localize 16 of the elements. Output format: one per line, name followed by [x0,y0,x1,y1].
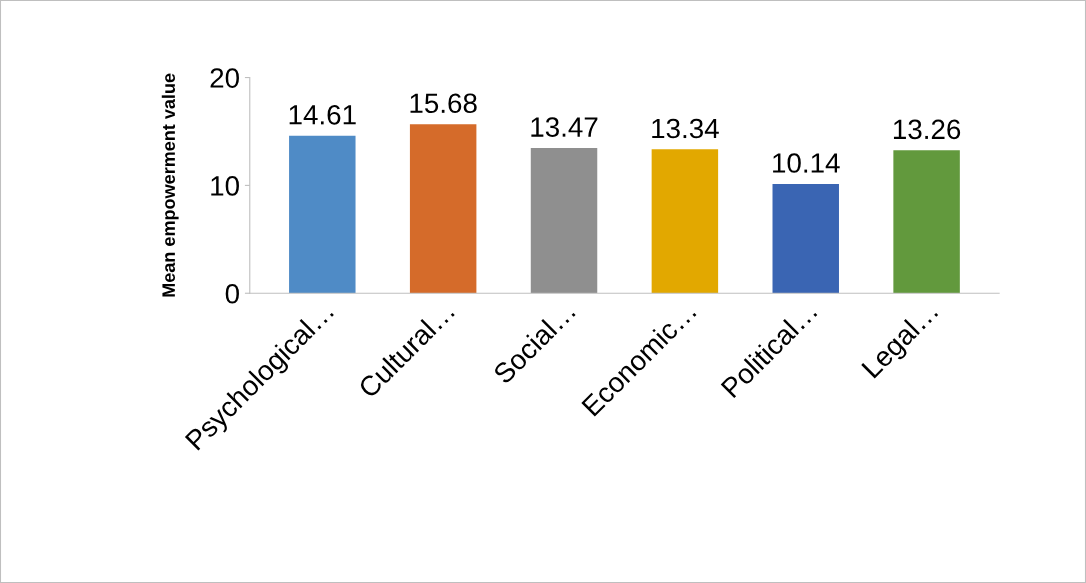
data-label: 14.61 [289,104,356,125]
data-label: 13.34 [652,118,719,139]
bar [651,149,719,294]
y-tick-label: 20 [210,68,239,88]
y-axis-title: Mean empowerment value [161,73,179,297]
y-tick-label: 0 [225,283,239,304]
data-label: 15.68 [410,93,477,114]
data-label: 10.14 [773,153,840,173]
bar [772,183,839,294]
bar [893,150,960,294]
bar [289,135,356,294]
y-tick-label: 10 [211,176,239,196]
data-label: 13.47 [531,117,598,137]
data-label: 13.26 [893,119,961,140]
bar [530,147,598,294]
bar [409,124,477,294]
